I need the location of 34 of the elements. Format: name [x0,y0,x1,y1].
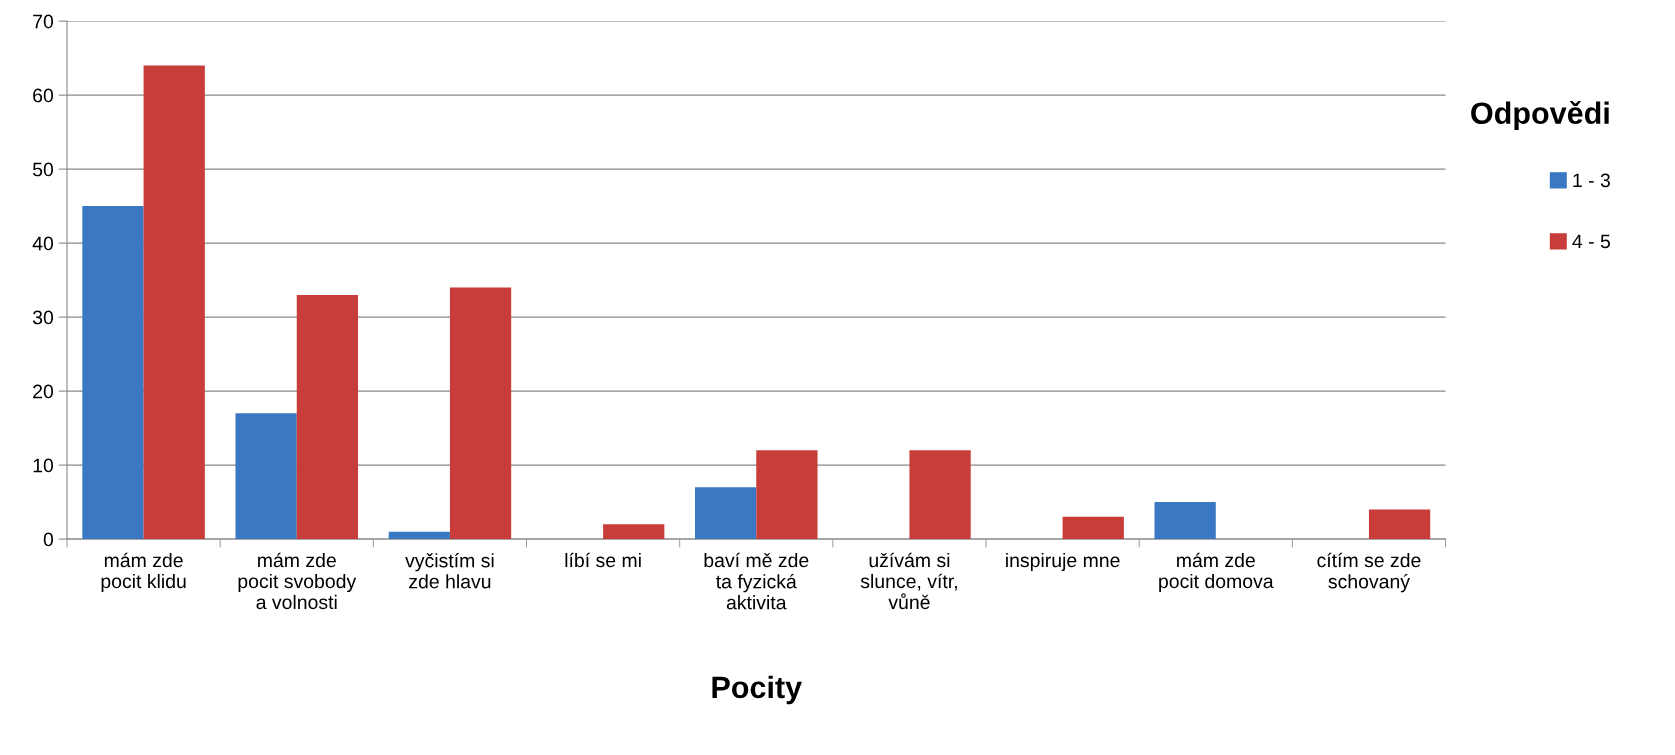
bar [235,413,297,540]
legend-label: 4 - 5 [1572,234,1610,249]
bar [143,65,205,540]
y-tick-label: 30 [32,310,54,325]
x-axis-title: Pocity [712,675,802,705]
x-tick-label: mám zde pocit svobody a volnosti [238,552,357,610]
bar [1062,516,1124,540]
y-tick-label: 60 [33,88,54,103]
y-tick-label: 0 [43,532,54,547]
x-tick-label: mám zde pocit domova [1159,552,1274,593]
bar [1368,509,1431,540]
y-tick-label: 10 [33,458,54,473]
x-tick-label: cítím se zde schovaný [1317,552,1421,593]
bar [296,294,359,540]
y-tick-label: 40 [32,236,54,251]
bar [694,487,757,540]
x-tick-label: líbí se mi [565,552,641,568]
legend-label: 1 - 3 [1573,173,1610,188]
y-tick-label: 70 [33,14,54,29]
bar [82,206,144,540]
x-tick-label: vyčistím si zde hlavu [405,552,494,589]
bar [909,450,971,540]
bar [1154,502,1216,540]
x-tick-label: užívám si slunce, vítr, vůně [860,552,957,610]
x-tick-label: mám zde pocit klidu [101,552,186,593]
y-tick-label: 20 [33,384,54,399]
x-tick-label: baví mě zde ta fyzická aktivita [704,552,809,610]
bar [603,524,665,540]
x-tick-label: inspiruje mne [1006,552,1120,572]
bar [388,531,450,540]
bar [756,450,818,540]
legend-title: Odpovědi [1471,100,1609,131]
y-tick-label: 50 [32,162,54,177]
bar [449,287,512,540]
